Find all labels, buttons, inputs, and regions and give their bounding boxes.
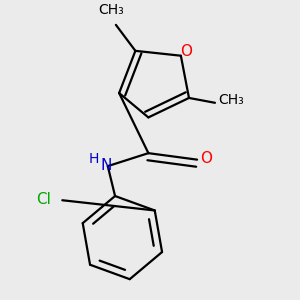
Text: CH₃: CH₃ (98, 3, 124, 17)
Text: O: O (200, 151, 212, 166)
Text: H: H (88, 152, 99, 166)
Text: Cl: Cl (36, 192, 51, 207)
Text: CH₃: CH₃ (218, 93, 244, 106)
Text: O: O (180, 44, 192, 59)
Text: N: N (100, 158, 112, 173)
